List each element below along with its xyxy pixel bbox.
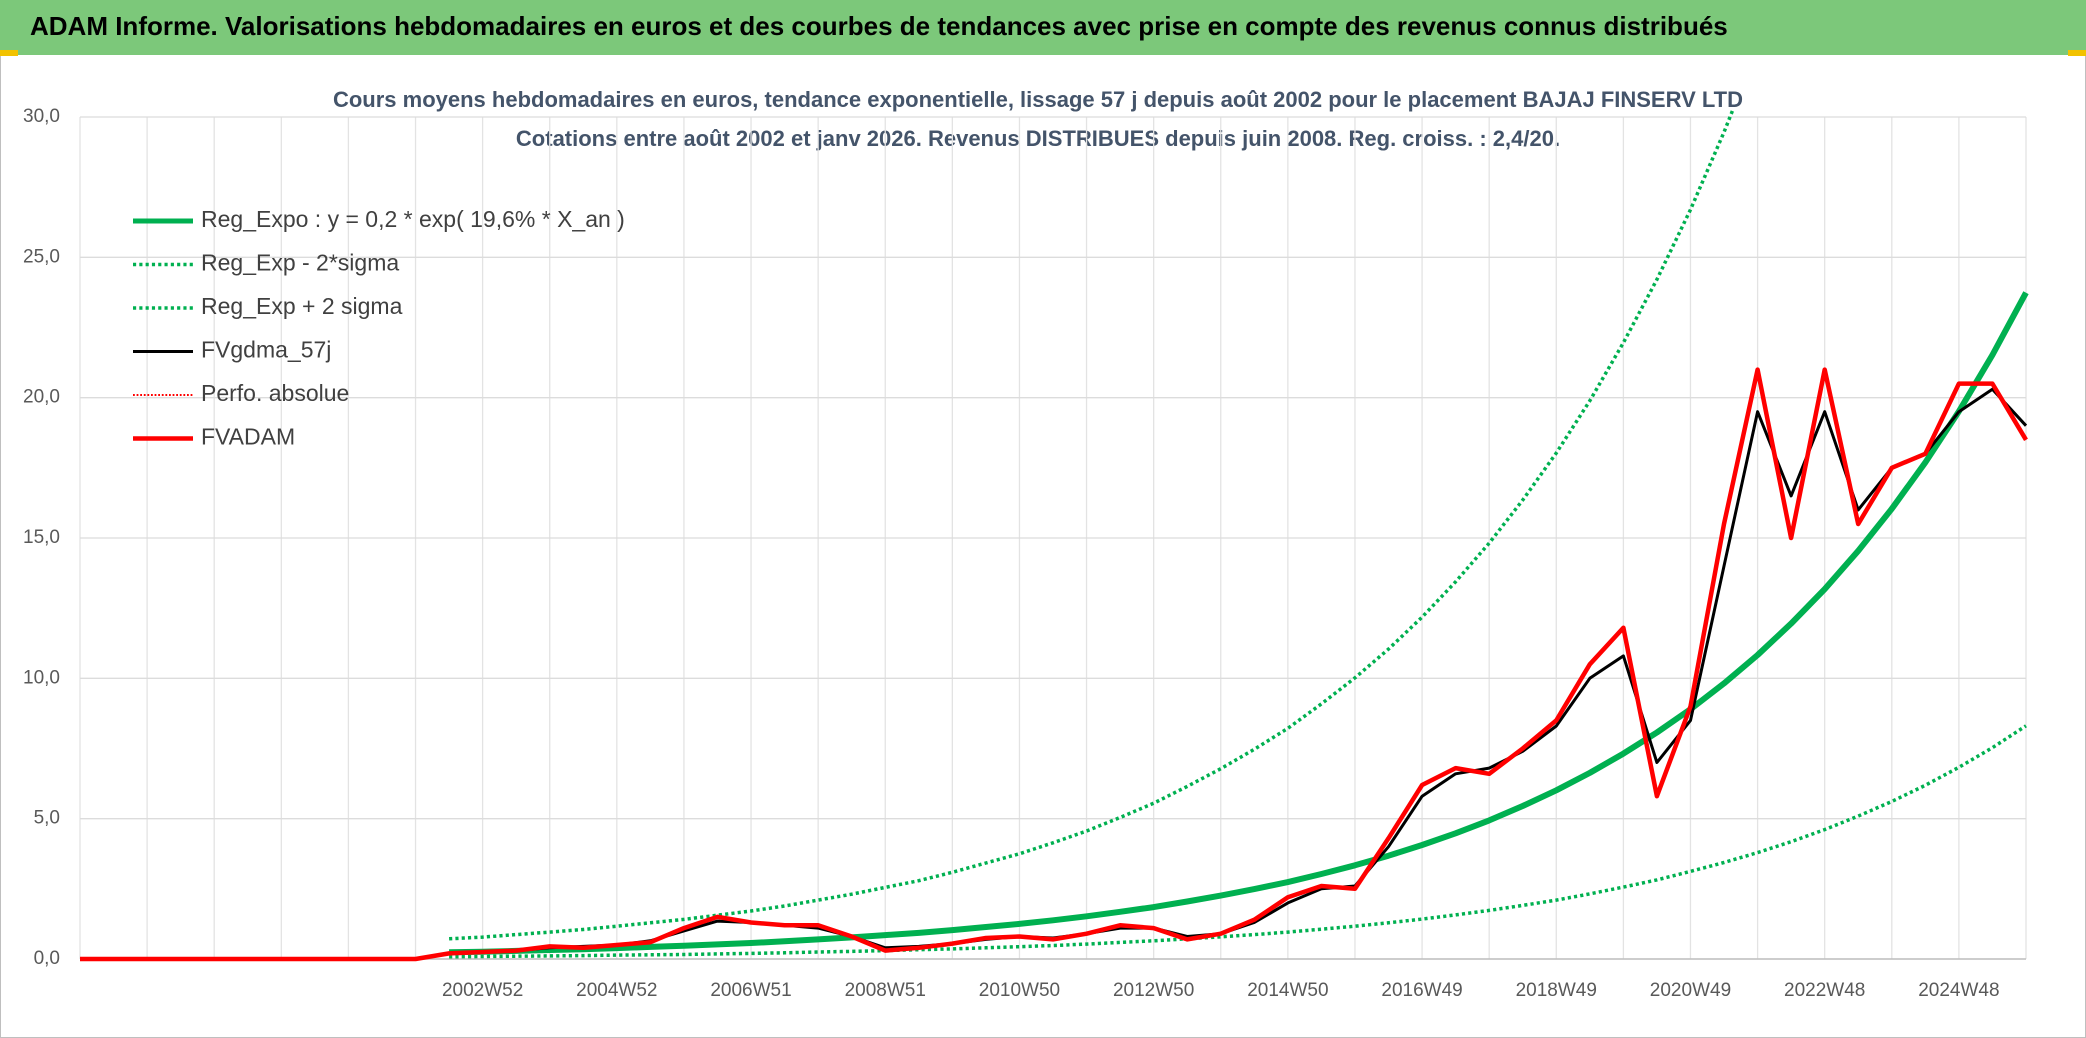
legend: Reg_Expo : y = 0,2 * exp( 19,6% * X_an )… bbox=[133, 206, 625, 450]
legend-label: Reg_Expo : y = 0,2 * exp( 19,6% * X_an ) bbox=[201, 206, 625, 232]
series-line bbox=[80, 367, 2028, 962]
x-tick-label: 2020W49 bbox=[1650, 980, 1731, 1001]
plot-lines bbox=[80, 110, 2029, 962]
y-tick-label: 0,0 bbox=[34, 948, 60, 969]
banner bbox=[0, 0, 2086, 55]
legend-label: FVADAM bbox=[201, 424, 295, 450]
y-tick-label: 15,0 bbox=[23, 527, 60, 548]
x-tick-label: 2008W51 bbox=[845, 980, 926, 1001]
legend-label: Reg_Exp + 2 sigma bbox=[201, 293, 403, 319]
x-tick-label: 2006W51 bbox=[710, 980, 791, 1001]
x-tick-label: 2014W50 bbox=[1247, 980, 1328, 1001]
x-tick-label: 2016W49 bbox=[1381, 980, 1462, 1001]
chart-title: Cours moyens hebdomadaires en euros, ten… bbox=[333, 87, 1743, 112]
x-tick-label: 2012W50 bbox=[1113, 980, 1194, 1001]
chart-subtitle: Cotations entre août 2002 et janv 2026. … bbox=[516, 126, 1560, 151]
y-tick-label: 20,0 bbox=[23, 387, 60, 408]
series-line bbox=[449, 724, 2027, 959]
x-tick-label: 2010W50 bbox=[979, 980, 1060, 1001]
corner-mark bbox=[0, 50, 18, 56]
y-tick-label: 10,0 bbox=[23, 667, 60, 688]
legend-label: FVgdma_57j bbox=[201, 337, 331, 363]
y-tick-label: 5,0 bbox=[34, 808, 60, 829]
series-line bbox=[449, 291, 2029, 956]
x-tick-label: 2018W49 bbox=[1516, 980, 1597, 1001]
corner-mark bbox=[2068, 50, 2086, 56]
grid bbox=[79, 116, 2027, 960]
x-tick-label: 2004W52 bbox=[576, 980, 657, 1001]
x-tick-label: 2024W48 bbox=[1918, 980, 1999, 1001]
x-tick-label: 2002W52 bbox=[442, 980, 523, 1001]
x-tick-label: 2022W48 bbox=[1784, 980, 1865, 1001]
legend-label: Perfo. absolue bbox=[201, 380, 349, 406]
axis-labels: 0,0 5,0 10,0 15,0 20,0 25,0 30,0 2002W52 2004W52… bbox=[23, 106, 2000, 1001]
legend-label: Reg_Exp - 2*sigma bbox=[201, 250, 399, 276]
banner-title: ADAM Informe. Valorisations hebdomadaire… bbox=[30, 11, 1728, 41]
y-tick-label: 25,0 bbox=[23, 246, 60, 267]
y-tick-label: 30,0 bbox=[23, 106, 60, 127]
